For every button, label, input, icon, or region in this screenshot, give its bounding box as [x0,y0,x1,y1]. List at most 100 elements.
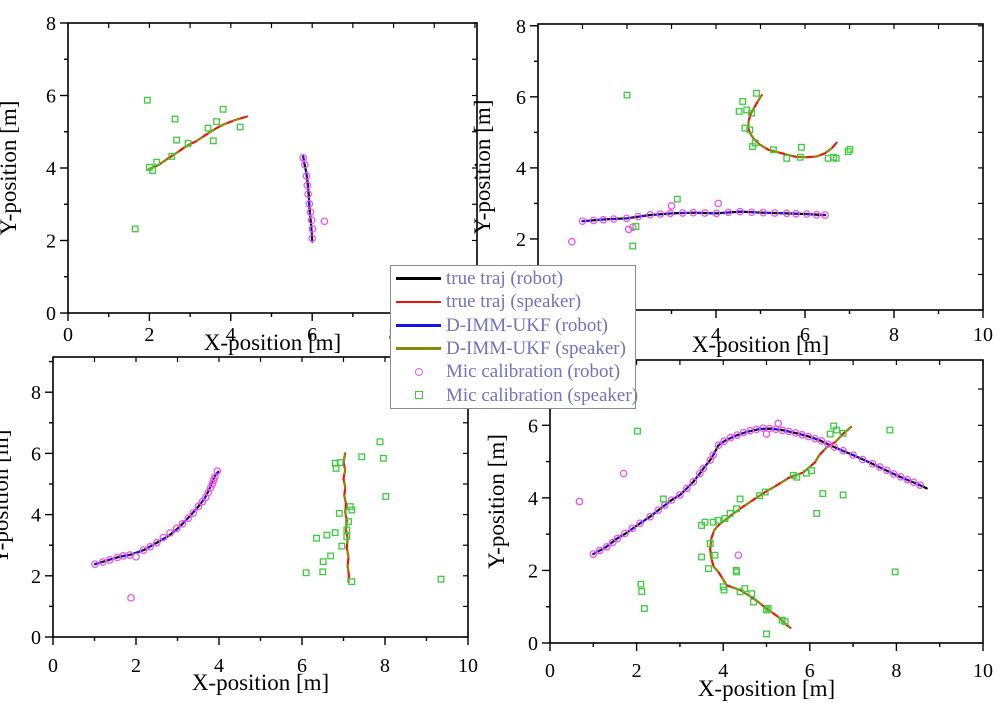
x-tick-label: 2 [131,655,141,677]
y-tick-label: 8 [46,13,56,35]
mic-calibration-speaker-marker [763,606,770,614]
mic-calibration-speaker-marker [336,459,344,467]
mic-calibration-speaker-marker [748,109,756,117]
y-tick-label: 8 [516,16,526,38]
x-tick-label: 6 [307,324,317,346]
y-axis-label: Y-position [m] [0,101,21,236]
mic-calibration-speaker-marker [319,558,327,566]
mic-calibration-robot-marker [709,451,718,459]
mic-calibration-speaker-marker [796,153,804,161]
y-tick-label: 2 [528,560,538,582]
trajectory-true-traj-speaker- [747,93,838,159]
y-tick-label: 8 [31,382,41,404]
legend-label: Mic calibration (speaker) [446,384,639,406]
mic-calibration-robot-marker [916,481,925,490]
mic-calibration-robot-marker [589,550,598,558]
mic-calibration-speaker-marker [698,521,705,529]
mic-calibration-robot-marker [634,212,642,221]
mic-calibration-speaker-marker [327,552,335,560]
mic-calibration-robot-marker [736,207,744,216]
trajectory-d-imm-ukf-speaker- [747,94,838,159]
y-tick-label: 6 [516,87,526,109]
mic-calibration-robot-marker [689,478,698,486]
mic-calibration-speaker-marker [721,515,729,523]
mic-calibration-robot-marker [305,200,314,208]
mic-calibration-robot-marker [699,464,708,473]
mic-calibration-robot-marker [714,441,723,450]
mic-calibration-robot-marker [714,199,723,208]
mic-calibration-robot-marker [654,506,663,515]
mic-calibration-speaker-marker [153,158,161,166]
trajectory-d-imm-ukf-robot- [302,156,314,242]
mic-calibration-speaker-marker [131,225,139,233]
mic-calibration-robot-marker [139,546,148,554]
mic-calibration-robot-marker [824,440,832,449]
mic-calibration-speaker-marker [348,506,356,514]
mic-calibration-speaker-marker [819,490,827,497]
mic-calibration-speaker-marker [813,510,821,517]
y-tick-label: 2 [516,229,526,251]
mic-calibration-speaker-marker [705,565,712,573]
y-axis-label: Y-position [m] [470,100,495,235]
mic-calibration-robot-marker [194,502,203,511]
trajectory-d-imm-ukf-speaker- [147,115,248,171]
y-tick-label: 4 [46,158,56,180]
x-tick-label: 6 [800,324,810,346]
mic-calibration-robot-marker [830,443,839,451]
mic-calibration-speaker-marker [638,588,646,595]
y-tick-label: 2 [46,231,56,253]
legend: true traj (robot) true traj (speaker) D-… [390,265,639,409]
mic-calibration-robot-marker [889,470,898,478]
mic-calibration-speaker-marker [781,618,789,626]
mic-calibration-robot-marker [667,496,676,504]
mic-calibration-speaker-marker [173,136,181,144]
mic-calibration-robot-marker [896,472,905,481]
mic-calibration-speaker-marker [313,534,320,542]
mic-calibration-robot-marker [213,467,222,475]
mic-calibration-robot-marker [701,209,709,217]
mic-calibration-speaker-marker [184,139,192,147]
mic-calibration-speaker-marker [741,585,749,593]
mic-calibration-speaker-marker [826,430,834,438]
plot-bottom-left: 0 2 4 6 8 10 0 2 4 6 8 X-position [m] Y-position [m] [0,356,478,695]
mic-calibration-speaker-marker [335,509,343,517]
mic-calibration-speaker-marker [343,533,351,541]
mic-calibration-speaker-marker [437,575,445,583]
x-axis-label: X-position [m] [192,670,329,695]
mic-calibration-speaker-marker [764,605,772,612]
mic-calibration-speaker-marker [302,569,310,577]
trajectory-true-traj-robot- [592,427,928,556]
mic-calibration-speaker-marker [832,154,840,162]
mic-calibration-speaker-marker [209,137,217,145]
mic-calibration-robot-marker [762,430,771,438]
mic-calibration-speaker-marker [168,152,176,160]
mic-calibration-speaker-marker [634,427,641,435]
x-tick-label: 10 [458,655,478,677]
mic-calibration-robot-marker [821,211,829,219]
mic-calibration-robot-marker [303,181,312,190]
mic-calibration-robot-marker [206,483,215,492]
mic-calibration-speaker-marker [846,145,854,153]
mic-calibration-robot-marker [858,455,867,464]
mic-calibration-robot-marker [774,419,783,428]
y-tick-label: 0 [31,627,41,649]
markers-mic-calibration-robot- [567,199,829,246]
mic-calibration-speaker-marker [789,471,797,479]
x-tick-label: 4 [711,324,721,346]
x-tick-label: 2 [144,324,154,346]
trajectory-d-imm-ukf-robot- [94,471,219,566]
mic-calibration-robot-marker [159,533,168,542]
markers-mic-calibration-speaker- [634,422,899,638]
mic-calibration-speaker-marker [891,568,899,576]
legend-label: Mic calibration (robot) [446,361,621,383]
mic-calibration-speaker-marker [735,107,743,115]
mic-calibration-speaker-marker [640,605,648,612]
mic-calibration-speaker-marker [319,568,327,576]
mic-calibration-robot-marker [146,542,154,551]
mic-calibration-robot-marker [589,216,598,225]
mic-calibration-robot-marker [299,154,308,162]
mic-calibration-robot-marker [782,209,791,218]
trajectory-true-traj-robot- [93,470,220,566]
